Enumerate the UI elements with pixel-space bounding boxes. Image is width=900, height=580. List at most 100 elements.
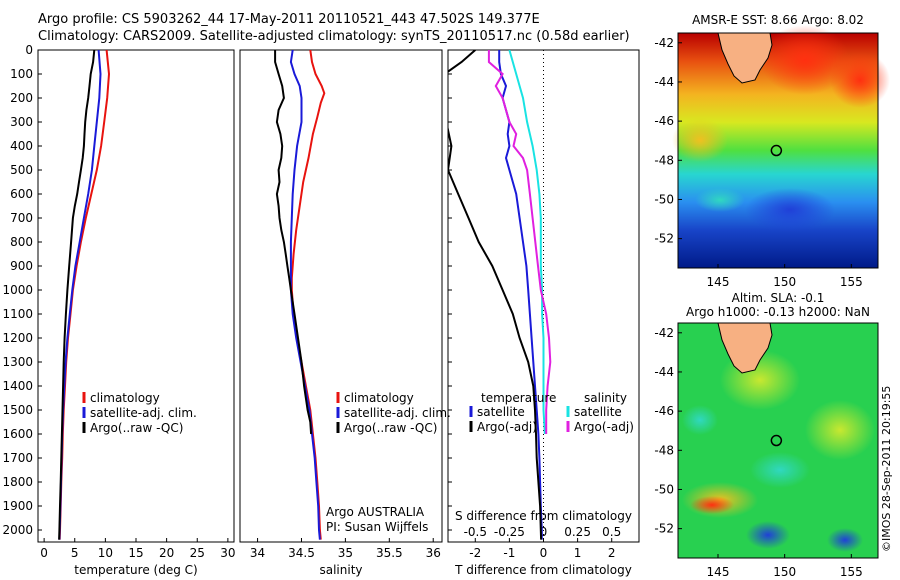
sst-tasmania-land xyxy=(717,32,773,84)
x-top-tick-label: 0.5 xyxy=(602,525,621,539)
y-tick-label: -46 xyxy=(654,114,674,128)
temperature-plot: 0100200300400500600700800900100011001200… xyxy=(2,43,235,577)
x-tick-label: 145 xyxy=(707,275,730,289)
y-tick-label: 1600 xyxy=(2,427,33,441)
x-tick-label: 5 xyxy=(71,546,79,560)
series-line xyxy=(274,50,313,435)
y-tick-label: -50 xyxy=(654,482,674,496)
y-tick-label: -52 xyxy=(654,522,674,536)
sla-mid-patch xyxy=(750,452,810,488)
sst-map xyxy=(672,25,890,269)
legend-label: satellite-adj. clim. xyxy=(90,406,197,420)
legend-group-title: salinity xyxy=(584,391,627,405)
x-tick-label: 34.5 xyxy=(288,546,315,560)
y-tick-label: 600 xyxy=(10,187,33,201)
salinity-plot-frame xyxy=(239,49,443,543)
sla-low-patch xyxy=(827,528,863,552)
x-tick-label: 15 xyxy=(128,546,143,560)
series-line xyxy=(289,50,321,540)
y-tick-label: 1900 xyxy=(2,499,33,513)
x-top-tick-label: -0.5 xyxy=(464,525,487,539)
y-tick-label: 2000 xyxy=(2,523,33,537)
y-tick-label: 500 xyxy=(10,163,33,177)
series-group xyxy=(58,50,111,540)
x-tick-label: 150 xyxy=(773,565,796,579)
x-top-axis-label: S difference from climatology xyxy=(455,509,632,523)
y-tick-label: 900 xyxy=(10,259,33,273)
y-tick-label: -50 xyxy=(654,192,674,206)
series-group xyxy=(448,50,552,540)
y-tick-label: 1200 xyxy=(2,331,33,345)
legend-label: Argo(..raw -QC) xyxy=(90,421,183,435)
x-tick-label: 1 xyxy=(574,546,582,560)
figure-title-line2: Climatology: CARS2009. Satellite-adjuste… xyxy=(38,29,630,44)
legend-label: climatology xyxy=(90,391,160,405)
salinity-plot: 34 34.5 35 35.5 36 salinity climatologysatelli… xyxy=(250,50,451,577)
x-tick-label: 36 xyxy=(426,546,441,560)
legend-label: Argo(-adj) xyxy=(574,420,634,434)
map-title: Altim. SLA: -0.1 xyxy=(732,291,825,305)
y-tick-label: 100 xyxy=(10,67,33,81)
sla-tasmania-land xyxy=(717,322,773,374)
legend-label: satellite-adj. clim. xyxy=(344,406,451,420)
series-line xyxy=(58,50,96,540)
x-tick-label: 30 xyxy=(220,546,235,560)
temperature-plot-frame xyxy=(37,49,235,543)
y-tick-label: 400 xyxy=(10,139,33,153)
y-tick-label: -46 xyxy=(654,404,674,418)
difference-plot-frame xyxy=(447,49,640,543)
x-top-tick-label: 0.25 xyxy=(564,525,591,539)
x-tick-label: -1 xyxy=(503,546,515,560)
argo-position-marker xyxy=(770,144,783,157)
owner-annotation: Argo AUSTRALIA xyxy=(326,505,425,519)
y-tick-label: 1000 xyxy=(2,283,33,297)
sst-warm-patch xyxy=(760,25,850,95)
x-axis-label: temperature (deg C) xyxy=(74,563,197,577)
x-tick-label: 155 xyxy=(840,565,863,579)
figure-title-line1: Argo profile: CS 5903262_44 17-May-2011 … xyxy=(38,12,540,27)
sla-mid-patch xyxy=(682,405,718,435)
x-tick-label: 0 xyxy=(40,546,48,560)
x-tick-label: 20 xyxy=(159,546,174,560)
x-tick-label: -2 xyxy=(469,546,481,560)
x-tick-label: 155 xyxy=(840,275,863,289)
legend-group-title: temperature xyxy=(481,391,556,405)
sst-map-frame xyxy=(677,32,879,269)
x-tick-label: 0 xyxy=(540,546,548,560)
y-tick-label: -44 xyxy=(654,75,674,89)
y-tick-label: 1700 xyxy=(2,451,33,465)
series-group xyxy=(274,50,326,540)
sla-high-patch xyxy=(805,400,875,460)
y-tick-label: 1800 xyxy=(2,475,33,489)
legend-label: Argo(..raw -QC) xyxy=(344,421,437,435)
y-tick-label: 300 xyxy=(10,115,33,129)
sla-map-frame xyxy=(677,322,879,559)
map-subtitle: Argo h1000: -0.13 h2000: NaN xyxy=(686,305,870,319)
y-tick-label: 1100 xyxy=(2,307,33,321)
argo-position-marker xyxy=(770,434,783,447)
imos-credit: ©IMOS 28-Sep-2011 20:19:55 xyxy=(880,386,893,552)
x-tick-label: 10 xyxy=(98,546,113,560)
sst-warm-patch xyxy=(830,52,890,108)
sst-cold-patch xyxy=(745,188,835,232)
series-line xyxy=(487,50,552,434)
x-tick-label: 25 xyxy=(190,546,205,560)
y-tick-label: 1400 xyxy=(2,379,33,393)
legend-label: satellite xyxy=(574,405,622,419)
x-top-tick-label: -0.25 xyxy=(494,525,525,539)
sst-cold-patch xyxy=(695,188,745,212)
legend-label: satellite xyxy=(477,405,525,419)
y-tick-label: -52 xyxy=(654,232,674,246)
x-tick-label: 2 xyxy=(608,546,616,560)
y-tick-label: 1500 xyxy=(2,403,33,417)
y-tick-label: -42 xyxy=(654,36,674,50)
series-line xyxy=(508,50,546,435)
x-axis-label: salinity xyxy=(319,563,362,577)
legend-label: Argo(-adj) xyxy=(477,420,537,434)
sla-low-patch xyxy=(746,521,790,549)
x-tick-label: 150 xyxy=(773,275,796,289)
y-tick-label: 700 xyxy=(10,211,33,225)
x-tick-label: 35 xyxy=(338,546,353,560)
y-tick-label: 1300 xyxy=(2,355,33,369)
